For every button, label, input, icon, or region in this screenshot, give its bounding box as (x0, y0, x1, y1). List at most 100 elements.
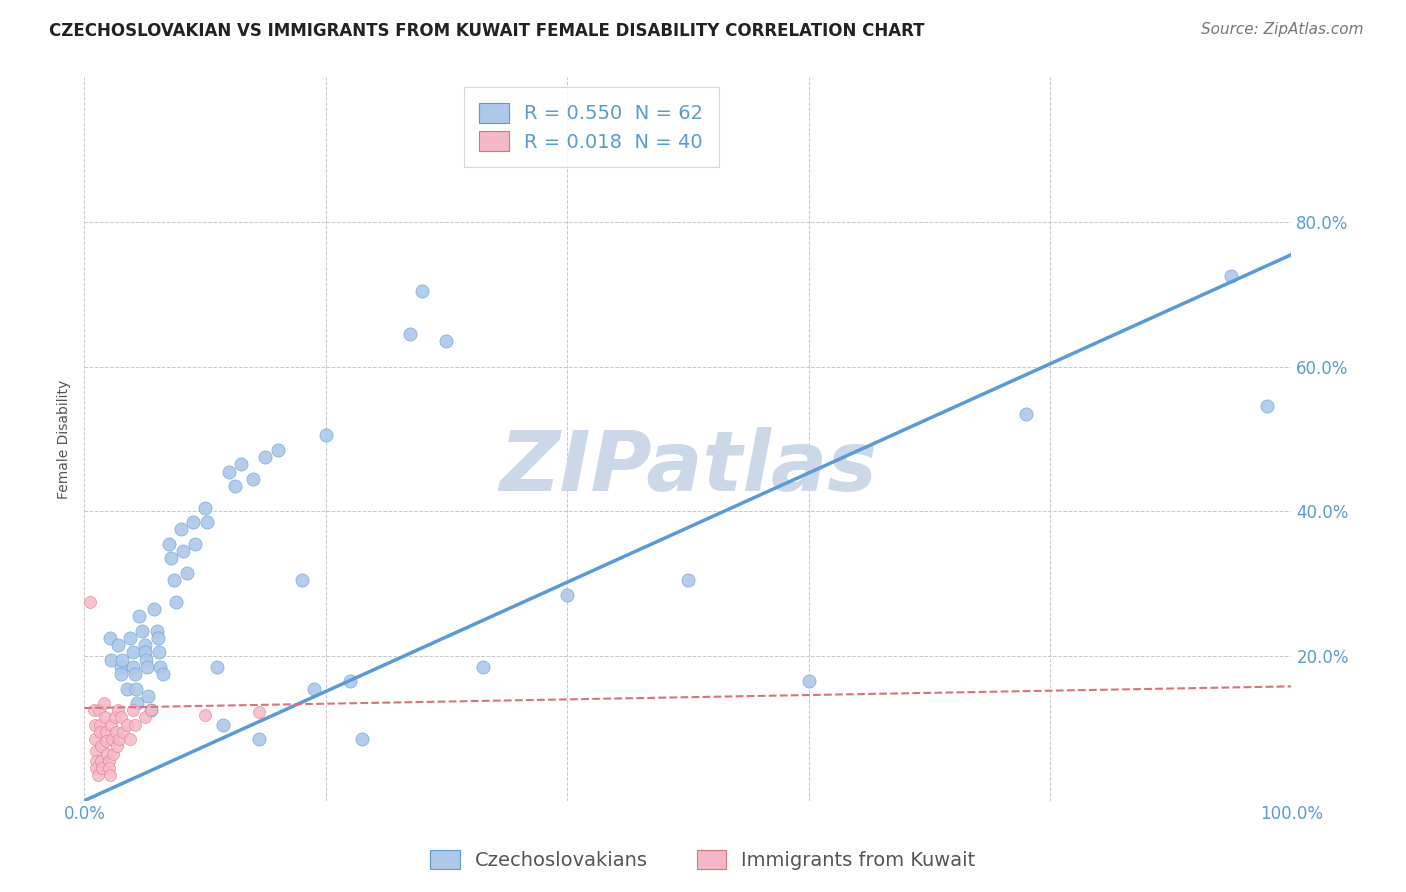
Point (1015, 407, 1038, 421)
Point (110, 660, 132, 674)
Point (797, 674, 820, 689)
Point (100, 652, 122, 666)
Point (224, 479, 246, 493)
Point (350, 732, 373, 747)
Point (98, 768, 121, 782)
Point (181, 515, 204, 529)
Point (90, 754, 112, 768)
Point (302, 681, 325, 696)
Point (84, 732, 107, 747)
Point (399, 327, 422, 342)
Point (110, 710, 132, 724)
Point (135, 652, 157, 666)
Text: CZECHOSLOVAKIAN VS IMMIGRANTS FROM KUWAIT FEMALE DISABILITY CORRELATION CHART: CZECHOSLOVAKIAN VS IMMIGRANTS FROM KUWAI… (49, 22, 925, 40)
Point (218, 465, 240, 479)
Point (125, 681, 148, 696)
Point (89, 725, 111, 739)
Point (100, 717, 122, 731)
Point (94, 734, 117, 748)
Point (111, 652, 134, 666)
Point (1220, 269, 1243, 284)
Text: Source: ZipAtlas.com: Source: ZipAtlas.com (1201, 22, 1364, 37)
Legend: R = 0.550  N = 62, R = 0.018  N = 40: R = 0.550 N = 62, R = 0.018 N = 40 (464, 87, 718, 167)
Point (184, 537, 207, 551)
Point (471, 660, 494, 674)
Point (115, 681, 138, 696)
Point (98, 631, 121, 645)
Point (107, 703, 129, 717)
Point (163, 573, 186, 587)
Point (97, 754, 120, 768)
Point (242, 472, 264, 486)
Point (101, 732, 124, 747)
Point (555, 587, 578, 601)
Point (266, 442, 288, 457)
Point (93, 696, 115, 710)
Point (148, 645, 170, 659)
Point (131, 624, 153, 638)
Point (111, 725, 134, 739)
Point (121, 660, 143, 674)
Point (149, 660, 172, 674)
Point (170, 523, 193, 537)
Point (128, 609, 150, 624)
Point (194, 708, 217, 723)
Point (146, 631, 169, 645)
Text: ZIPatlas: ZIPatlas (499, 427, 877, 508)
Point (134, 645, 156, 659)
Point (94, 710, 117, 724)
Point (172, 544, 194, 558)
Point (86, 761, 108, 775)
Point (165, 595, 187, 609)
Point (138, 689, 160, 703)
Point (254, 450, 277, 464)
Point (86, 754, 108, 768)
Point (107, 638, 129, 652)
Point (176, 566, 198, 580)
Point (121, 645, 143, 659)
Point (247, 706, 270, 720)
Point (97, 761, 120, 775)
Point (152, 667, 174, 681)
Point (83, 703, 105, 717)
Point (121, 703, 143, 717)
Point (87, 703, 110, 717)
Point (436, 334, 458, 349)
Point (139, 703, 162, 717)
Point (105, 739, 128, 754)
Point (231, 458, 253, 472)
Point (139, 703, 162, 717)
Point (84, 717, 107, 731)
Point (120, 732, 142, 747)
Point (143, 602, 166, 616)
Point (89, 717, 111, 731)
Point (247, 732, 270, 747)
Point (103, 747, 125, 761)
Point (136, 660, 159, 674)
Point (90, 739, 112, 754)
Point (160, 551, 183, 566)
Point (1256, 400, 1278, 414)
Point (205, 660, 228, 674)
Point (315, 428, 337, 442)
Point (110, 667, 132, 681)
Y-axis label: Female Disability: Female Disability (58, 379, 72, 499)
Point (194, 500, 217, 515)
Point (146, 624, 169, 638)
Point (86, 744, 108, 758)
Point (115, 717, 138, 731)
Point (197, 515, 219, 529)
Point (127, 696, 149, 710)
Point (104, 725, 127, 739)
Point (676, 573, 699, 587)
Point (212, 717, 235, 731)
Point (86, 768, 108, 782)
Point (124, 717, 146, 731)
Point (134, 710, 156, 724)
Point (91, 761, 114, 775)
Point (96, 747, 118, 761)
Point (120, 631, 142, 645)
Point (94, 725, 117, 739)
Point (124, 667, 146, 681)
Point (79, 595, 101, 609)
